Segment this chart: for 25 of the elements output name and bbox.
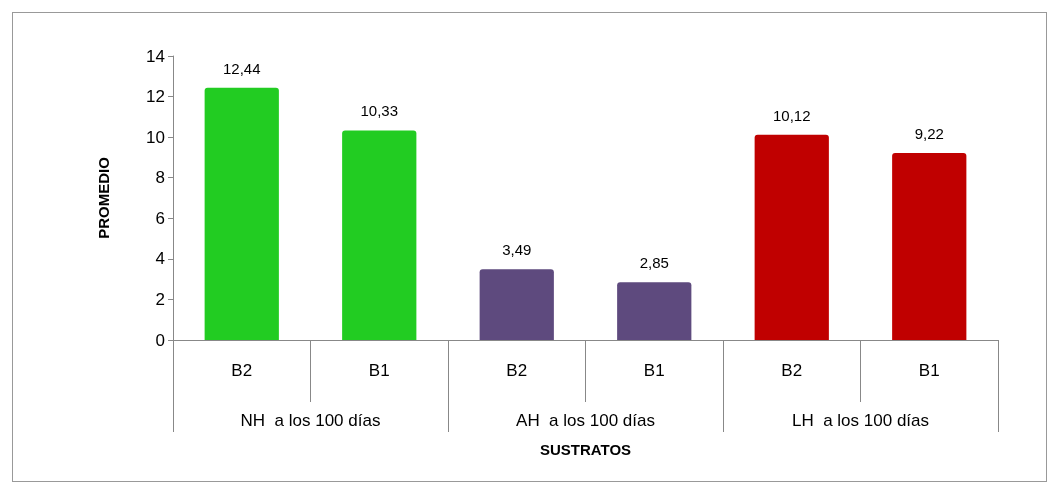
text: NH a los 100 días xyxy=(240,411,381,430)
y-tick-label: 12 xyxy=(146,87,165,107)
y-axis-title: PROMEDIO xyxy=(95,156,112,239)
data-label: 10,33 xyxy=(360,102,399,120)
x-tick-label: B2 xyxy=(781,361,803,380)
y-tick-label: 10 xyxy=(146,127,165,147)
x-axis-title: SUSTRATOS xyxy=(539,441,632,458)
x-tick-label: B1 xyxy=(918,361,940,380)
y-tick-label: 14 xyxy=(146,46,165,66)
text: LH a los 100 días xyxy=(791,411,930,430)
x-tick-label: B1 xyxy=(643,361,665,380)
data-label: 12,44 xyxy=(222,59,261,77)
y-tick-label: 4 xyxy=(155,249,165,269)
x-tick-label: B2 xyxy=(231,361,253,380)
data-label: 9,22 xyxy=(914,124,944,142)
y-tick-label: 6 xyxy=(155,208,165,228)
y-tick-label: 8 xyxy=(155,168,165,188)
data-label: 2,85 xyxy=(639,254,669,272)
y-tick-label: 2 xyxy=(155,289,165,309)
data-label: 10,12 xyxy=(772,106,811,124)
x-tick-label: B1 xyxy=(368,361,390,380)
data-label: 3,49 xyxy=(502,241,532,259)
x-tick-label: B2 xyxy=(506,361,528,380)
y-tick-label: 0 xyxy=(155,330,165,350)
text: AH a los 100 días xyxy=(516,411,655,430)
